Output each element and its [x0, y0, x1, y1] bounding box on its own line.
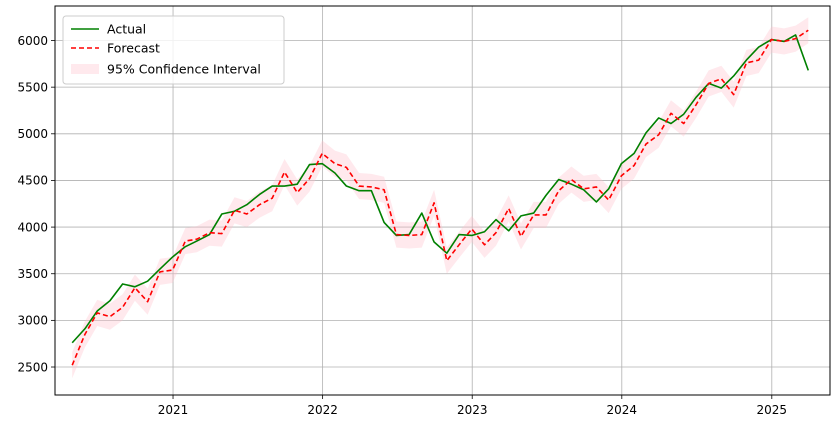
legend-label-actual: Actual	[107, 22, 146, 37]
legend-swatch-confidence-interval	[71, 64, 99, 74]
x-tick-label: 2023	[457, 403, 488, 417]
y-tick-label: 3000	[17, 314, 48, 328]
series-line-actual	[71, 34, 810, 344]
x-axis: 2021 2022 2023 2024 2025	[158, 395, 787, 417]
plot-frame	[54, 5, 831, 396]
y-tick-label: 5000	[17, 127, 48, 141]
y-tick-label: 3500	[17, 267, 48, 281]
y-tick-label: 2500	[17, 360, 48, 374]
x-tick-label: 2021	[158, 403, 189, 417]
y-tick-label: 6000	[17, 34, 48, 48]
grid	[55, 6, 830, 395]
y-tick-label: 5500	[17, 80, 48, 94]
y-tick-label: 4000	[17, 220, 48, 234]
series-layer	[71, 29, 810, 366]
y-axis: 2500 3000 3500 4000 4500 5000 5500 6000	[17, 34, 55, 374]
legend: Actual Forecast 95% Confidence Interval	[62, 15, 285, 85]
series-line-forecast	[71, 29, 809, 366]
legend-box	[62, 15, 285, 85]
legend-label-forecast: Forecast	[107, 41, 160, 56]
legend-label-confidence-interval: 95% Confidence Interval	[107, 62, 261, 77]
y-tick-label: 4500	[17, 174, 48, 188]
x-tick-label: 2022	[307, 403, 338, 417]
x-tick-label: 2024	[607, 403, 638, 417]
x-tick-label: 2025	[757, 403, 788, 417]
